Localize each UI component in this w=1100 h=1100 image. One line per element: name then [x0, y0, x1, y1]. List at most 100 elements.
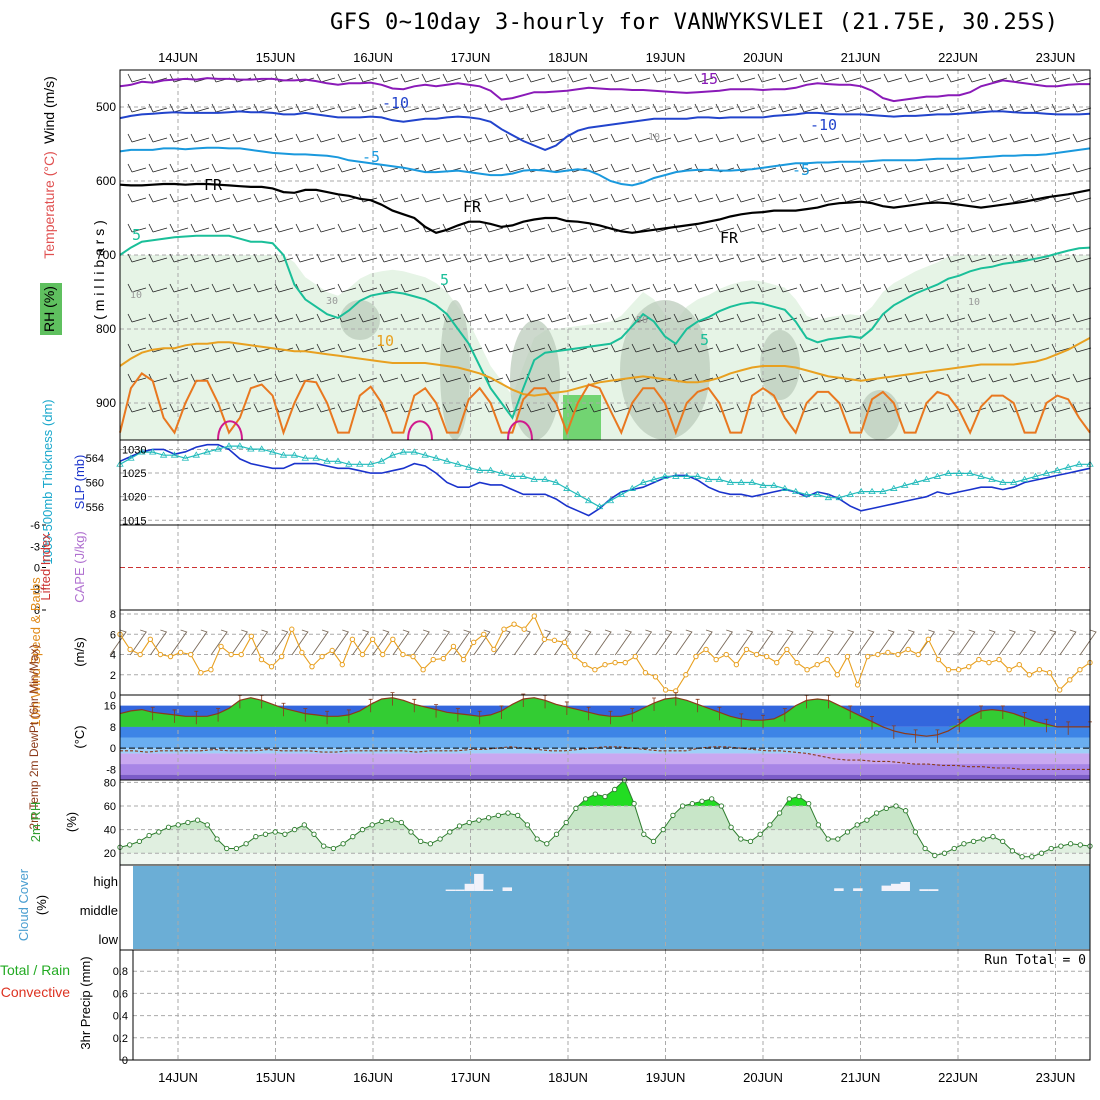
thickness-point: [890, 484, 898, 491]
rh2m-tick: 60: [104, 801, 116, 813]
surface-wind-barb: [675, 629, 693, 656]
pressure-tick: 800: [96, 322, 116, 336]
wind-speed-point: [602, 661, 608, 668]
rh2m-point: [427, 841, 434, 847]
wind-barb: [610, 193, 630, 203]
wind-barb: [274, 103, 294, 113]
thickness-point: [1053, 466, 1062, 473]
wind-barb: [589, 373, 609, 383]
day-label-top: 19JUN: [646, 50, 686, 65]
wind-barb: [148, 313, 168, 323]
wind-barb: [1009, 343, 1029, 353]
rh-band: [120, 805, 1090, 830]
wind-speed-point: [531, 613, 537, 619]
temperature-contour-15-surface: [217, 420, 243, 441]
wind-barb: [1030, 73, 1050, 83]
wind-barb: [589, 343, 609, 353]
wind-barb: [1009, 223, 1029, 233]
wind-barb: [988, 193, 1008, 203]
contour-label: 5: [700, 331, 709, 349]
wind-barb: [778, 133, 798, 143]
wind-speed-point: [349, 636, 356, 643]
wind-barb: [862, 403, 882, 413]
wind-barb: [967, 133, 987, 143]
wind-barb: [673, 313, 693, 323]
rh2m-point: [1029, 854, 1035, 860]
wind-barb: [841, 133, 861, 143]
wind-barb: [1072, 163, 1092, 173]
wind-barb: [610, 343, 630, 353]
wind-barb: [778, 193, 798, 203]
wind-barb: [316, 373, 336, 383]
wind-barb: [862, 283, 882, 293]
wind-barb: [925, 373, 945, 383]
thickness-point: [737, 478, 745, 485]
rh2m-point: [873, 810, 880, 816]
rh2m-point: [767, 822, 773, 828]
wind-barb: [967, 223, 987, 233]
wind-barb: [673, 103, 693, 113]
wind-speed-point: [380, 651, 386, 658]
wind-speed-point: [794, 659, 800, 666]
wind-barb: [820, 73, 840, 83]
wind-barb: [715, 73, 735, 83]
thickness-point: [508, 472, 517, 479]
wind-speed-point: [491, 646, 497, 653]
thickness-point: [421, 451, 429, 458]
day-label-top: 17JUN: [451, 50, 491, 65]
wind-barb: [1072, 103, 1092, 113]
wind-barb: [967, 193, 987, 203]
wind-barb: [694, 253, 714, 263]
thickness-point: [879, 487, 887, 495]
rh-axis-label: RH (%): [41, 286, 57, 332]
temperature-contour-20: [119, 372, 1091, 436]
pressure-tick: 700: [96, 248, 116, 262]
surface-wind-barb: [271, 629, 289, 656]
wind-barb: [589, 193, 609, 203]
wind-barb: [379, 403, 399, 413]
rh2m-point: [631, 800, 637, 807]
rh2m-point: [854, 822, 860, 828]
wind-barb: [232, 343, 252, 353]
wind-barb: [190, 313, 210, 323]
wind-speed-point: [986, 659, 992, 666]
rh2m-point: [1058, 843, 1064, 849]
wind-barb: [946, 313, 966, 323]
rh2m-point: [330, 845, 337, 852]
cloud-axis-label: Cloud Cover: [16, 868, 31, 941]
wind-speed-point: [420, 667, 426, 673]
wind-barb: [400, 313, 420, 323]
wind-speed-point: [571, 653, 578, 660]
wind-axis-label: Wind (m/s): [41, 76, 57, 144]
wind-tick: 4: [110, 650, 116, 662]
chart-title: GFS 0~10day 3-hourly for VANWYKSVLEI (21…: [330, 10, 1059, 35]
wind-barb: [442, 343, 462, 353]
wind-barb: [757, 253, 777, 263]
wind-barb: [568, 313, 588, 323]
wind-barb: [316, 403, 336, 413]
wind-barb: [778, 103, 798, 113]
wind-barb: [988, 73, 1008, 83]
temperature-minmax-bar: [303, 708, 308, 722]
wind-barb: [694, 193, 714, 203]
cloud-background: [133, 866, 1090, 949]
wind-barb: [1030, 403, 1050, 413]
thickness-point: [552, 478, 560, 485]
cloud-level-label: middle: [80, 903, 118, 918]
thickness-point: [301, 454, 309, 461]
temperature-minmax-bar: [913, 729, 918, 743]
wind-barb: [820, 193, 840, 203]
lifted-index-tick: 6: [34, 605, 40, 617]
wind-barb: [127, 253, 147, 263]
surface-wind-barb: [291, 629, 309, 656]
thickness-point: [334, 457, 342, 464]
wind-barb: [694, 223, 714, 233]
wind-barb: [1009, 313, 1029, 323]
wind-barb: [946, 193, 966, 203]
rh2m-point: [476, 817, 482, 823]
rh2m-point: [204, 822, 210, 828]
pressure-tick: 900: [96, 396, 116, 410]
wind-barb: [400, 283, 420, 293]
wind-barb: [358, 373, 378, 383]
wind-barb: [232, 193, 252, 203]
